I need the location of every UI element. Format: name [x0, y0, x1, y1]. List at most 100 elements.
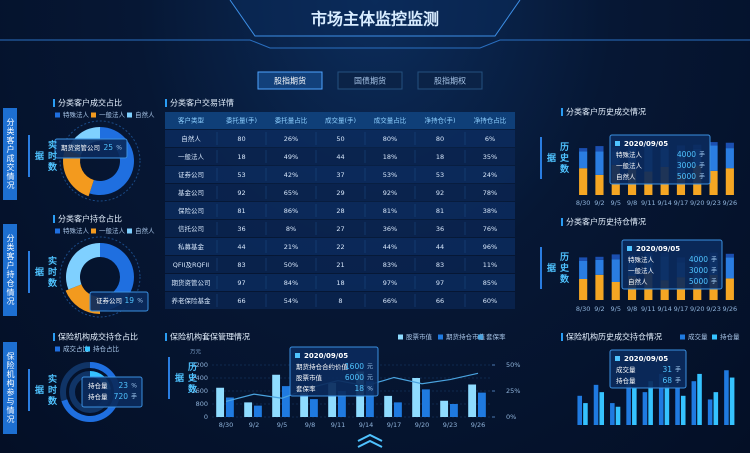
- tooltip-value: 5000: [677, 172, 696, 181]
- bar: [577, 395, 583, 425]
- bar: [707, 399, 713, 425]
- bar: [394, 402, 402, 417]
- tooltip-value: 4000: [689, 255, 708, 264]
- tooltip-label: 持仓量: [616, 376, 636, 385]
- table-cell: 信托公司: [178, 224, 204, 233]
- tab[interactable]: [337, 71, 403, 90]
- table-cell: 基金公司: [178, 188, 204, 197]
- table-cell: 一般法人: [178, 152, 205, 161]
- donut-slice: [66, 243, 100, 290]
- table-cell: 81: [436, 207, 444, 215]
- tooltip-icon: [615, 141, 620, 146]
- bar: [697, 373, 702, 425]
- tooltip-label: 套保率: [296, 384, 316, 393]
- bar: [440, 400, 449, 417]
- section-title: 分类客户历史持仓情况: [566, 217, 646, 227]
- x-tick-label: 9/11: [641, 199, 656, 207]
- table-cell: 保险公司: [178, 206, 204, 215]
- legend-swatch: [398, 334, 403, 340]
- bar: [610, 403, 615, 425]
- bar: [675, 388, 680, 425]
- x-tick-label: 9/14: [657, 305, 672, 313]
- table-cell: 35%: [483, 153, 497, 161]
- table-cell: 85%: [483, 279, 497, 287]
- bar-segment: [709, 142, 718, 146]
- table-cell: 29: [336, 189, 344, 197]
- legend-label: 特殊法人: [63, 110, 90, 119]
- bar: [642, 392, 648, 425]
- tooltip-unit: 手: [711, 278, 717, 286]
- table-cell: 私募基金: [178, 242, 205, 251]
- tooltip: [289, 346, 379, 397]
- tooltip-value: 68: [662, 376, 672, 385]
- scroll-chevron[interactable]: [357, 433, 383, 448]
- bar: [664, 384, 670, 425]
- tooltip-unit: %: [367, 386, 373, 393]
- bar-segment: [709, 170, 718, 195]
- table-cell: 自然人: [181, 134, 201, 143]
- table-cell: 11%: [483, 261, 497, 269]
- x-tick-label: 9/20: [690, 199, 705, 207]
- table-cell: 37: [336, 171, 344, 179]
- bar: [478, 392, 486, 417]
- bar: [254, 405, 262, 417]
- table-cell: 18: [436, 153, 444, 161]
- donut-halo: [59, 236, 141, 318]
- y-tick-label: 2400: [191, 374, 208, 382]
- donut-slice: [63, 149, 94, 197]
- table-row: [165, 220, 515, 237]
- table-cell: 22: [336, 243, 344, 251]
- table-row: [165, 238, 515, 255]
- tooltip-unit: %: [131, 383, 137, 390]
- table-cell: 92%: [383, 189, 397, 197]
- x-tick-label: 9/8: [305, 421, 315, 429]
- tab[interactable]: [257, 71, 323, 90]
- bar: [310, 399, 318, 417]
- legend-label: 持仓量: [720, 332, 740, 341]
- title-marker: [165, 333, 167, 341]
- bar: [691, 381, 697, 425]
- table-cell: 80: [436, 135, 444, 143]
- tab[interactable]: [417, 71, 483, 90]
- table-cell: 83: [436, 261, 444, 269]
- legend-swatch: [127, 112, 132, 118]
- bar-segment: [595, 274, 604, 300]
- bar: [300, 392, 309, 417]
- tooltip-label: 期货持仓合约价值: [296, 362, 349, 371]
- bar-segment: [725, 142, 734, 149]
- tooltip-icon: [295, 353, 300, 358]
- x-tick-label: 8/30: [576, 199, 591, 207]
- x-tick-label: 8/30: [576, 305, 591, 313]
- bar: [658, 373, 664, 425]
- table-row: [165, 202, 515, 219]
- x-tick-label: 9/8: [627, 305, 637, 313]
- bar-segment: [611, 254, 620, 260]
- legend-swatch: [55, 112, 60, 118]
- tooltip-unit: 手: [699, 173, 705, 181]
- tooltip: [609, 134, 711, 185]
- bar: [626, 377, 631, 425]
- table-cell: 8: [338, 297, 342, 305]
- section-title: 保险机构成交持仓占比: [58, 332, 138, 342]
- title-marker: [165, 99, 167, 107]
- tooltip-value: 1600: [345, 362, 364, 371]
- table-cell: 83: [237, 261, 245, 269]
- tooltip-label: 股票市值: [296, 373, 323, 382]
- history-tag: 历史数据: [540, 247, 570, 289]
- tooltip-unit: 元: [367, 375, 373, 382]
- table-cell: 96%: [483, 243, 497, 251]
- x-tick-label: 9/5: [611, 305, 621, 313]
- realtime-tag: 实时数据: [28, 251, 58, 293]
- table-row: [165, 274, 515, 291]
- bar-segment: [725, 253, 734, 258]
- bar-segment: [660, 280, 669, 300]
- bar: [593, 384, 599, 425]
- table-cell: 证券公司: [178, 170, 204, 179]
- bar-segment: [709, 145, 718, 171]
- tooltip-value: 23: [118, 381, 128, 390]
- table-cell: 36%: [383, 225, 397, 233]
- side-label: 保险机构参与情况: [3, 342, 17, 434]
- section-title: 分类客户交易详情: [170, 98, 234, 108]
- bar: [244, 402, 253, 417]
